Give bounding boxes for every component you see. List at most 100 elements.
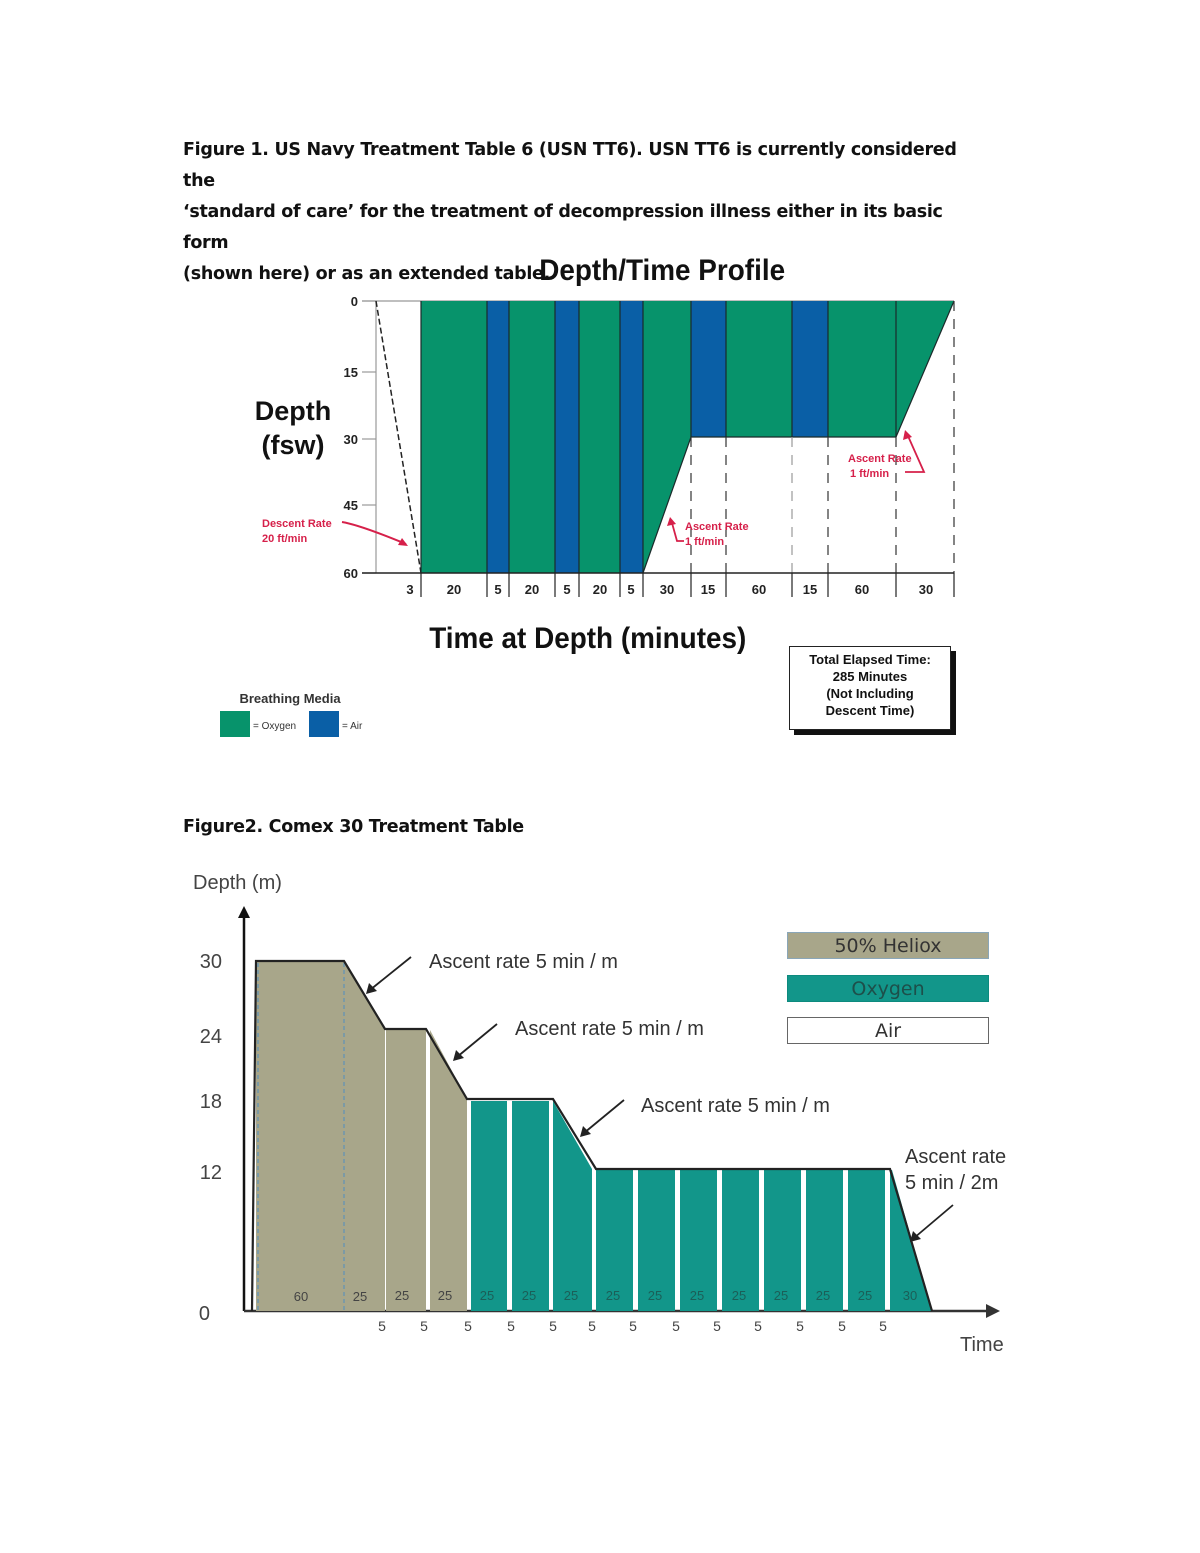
oxygen-segment <box>553 1101 592 1311</box>
oxygen-period <box>828 301 896 437</box>
air-break <box>620 301 643 573</box>
svg-text:25: 25 <box>438 1288 452 1303</box>
y-axis-arrow-icon <box>238 906 250 918</box>
svg-text:25: 25 <box>690 1288 704 1303</box>
svg-text:18: 18 <box>200 1091 222 1113</box>
svg-text:20: 20 <box>525 582 539 597</box>
svg-text:24: 24 <box>200 1026 222 1048</box>
total-elapsed-time-box: Total Elapsed Time: 285 Minutes (Not Inc… <box>789 646 951 730</box>
oxygen-period <box>579 301 620 573</box>
svg-text:0: 0 <box>199 1303 210 1325</box>
svg-text:25: 25 <box>353 1289 367 1304</box>
svg-text:60: 60 <box>294 1289 308 1304</box>
air-break <box>555 301 579 573</box>
oxygen-segment <box>848 1170 885 1311</box>
heliox-segment <box>256 961 385 1311</box>
svg-text:15: 15 <box>701 582 715 597</box>
legend-heliox: 50% Heliox <box>787 932 989 959</box>
svg-text:30: 30 <box>660 582 674 597</box>
oxygen-period <box>509 301 555 573</box>
ascent-arrow-icon <box>905 435 926 473</box>
svg-text:5: 5 <box>627 582 634 597</box>
svg-text:25: 25 <box>732 1288 746 1303</box>
svg-text:25: 25 <box>816 1288 830 1303</box>
figure2-ylabel: Depth (m) <box>193 872 282 894</box>
svg-text:5: 5 <box>507 1318 515 1334</box>
svg-text:Descent Rate: Descent Rate <box>262 518 332 530</box>
svg-text:0: 0 <box>351 294 358 309</box>
figure1-ylabel-unit: (fsw) <box>262 430 325 460</box>
oxygen-segment <box>596 1170 633 1311</box>
arrow-icon <box>580 1126 591 1137</box>
svg-text:25: 25 <box>648 1288 662 1303</box>
svg-text:5: 5 <box>838 1318 846 1334</box>
air-break <box>792 301 828 437</box>
elapsed-line: Total Elapsed Time: <box>809 652 931 667</box>
oxygen-segment <box>680 1170 717 1311</box>
elapsed-line: Descent Time) <box>825 703 915 718</box>
figure1-y-ticks: 0 15 30 45 60 <box>344 294 358 581</box>
svg-text:5: 5 <box>563 582 570 597</box>
svg-text:25: 25 <box>522 1288 536 1303</box>
svg-text:20: 20 <box>447 582 461 597</box>
air-break <box>487 301 509 573</box>
oxygen-period <box>726 301 792 437</box>
svg-text:15: 15 <box>344 365 358 380</box>
svg-text:5: 5 <box>494 582 501 597</box>
ascent-annotation-1: Ascent Rate 1 ft/min <box>685 521 749 548</box>
svg-text:25: 25 <box>858 1288 872 1303</box>
figure1-title: Depth/Time Profile <box>539 254 785 287</box>
svg-text:5: 5 <box>629 1318 637 1334</box>
ascent-annotation-2: Ascent Rate 1 ft/min <box>848 453 912 480</box>
svg-text:20: 20 <box>593 582 607 597</box>
svg-text:5: 5 <box>378 1318 386 1334</box>
oxygen-segment <box>512 1101 549 1311</box>
x-axis-arrow-icon <box>986 1304 1000 1318</box>
oxygen-segment <box>806 1170 843 1311</box>
svg-text:5: 5 <box>420 1318 428 1334</box>
svg-text:12: 12 <box>200 1162 222 1184</box>
svg-text:30: 30 <box>344 432 358 447</box>
svg-text:5: 5 <box>464 1318 472 1334</box>
svg-text:25: 25 <box>395 1288 409 1303</box>
svg-text:45: 45 <box>344 498 358 513</box>
figure1-xlabel: Time at Depth (minutes) <box>429 622 746 655</box>
svg-text:25: 25 <box>564 1288 578 1303</box>
svg-text:5: 5 <box>754 1318 762 1334</box>
depth-profile-line <box>250 959 934 1312</box>
figure2-annotation-1: Ascent rate 5 min / m <box>429 951 618 973</box>
legend-oxygen: Oxygen <box>787 975 989 1002</box>
svg-text:25: 25 <box>774 1288 788 1303</box>
svg-text:3: 3 <box>406 582 413 597</box>
svg-text:5: 5 <box>796 1318 804 1334</box>
oxygen-segment <box>638 1170 675 1311</box>
svg-text:5: 5 <box>879 1318 887 1334</box>
oxygen-segment <box>471 1101 507 1311</box>
figure2-chart: Depth (m) 30 24 18 12 0 60 25 25 25 25 2… <box>193 872 1006 1356</box>
legend-air: Air <box>787 1017 989 1044</box>
svg-text:30: 30 <box>200 951 222 973</box>
figure1-caption-line3: (shown here) or as an extended table. <box>183 264 550 284</box>
figure2-annotation-2: Ascent rate 5 min / m <box>515 1018 704 1040</box>
arrow-icon <box>910 1231 921 1242</box>
figure2-segment-labels: 60 25 25 25 25 25 25 25 25 25 25 25 25 2… <box>294 1288 917 1304</box>
air-break <box>691 301 726 437</box>
ascent-arrow-icon <box>671 522 684 542</box>
svg-text:25: 25 <box>606 1288 620 1303</box>
svg-text:20 ft/min: 20 ft/min <box>262 533 308 545</box>
figure1-ylabel-depth: Depth <box>255 396 332 426</box>
figure1-legend-title: Breathing Media <box>239 691 341 706</box>
legend-air-label: = Air <box>342 721 363 732</box>
figure2-annotation-4b: 5 min / 2m <box>905 1172 998 1194</box>
svg-text:1 ft/min: 1 ft/min <box>850 468 889 480</box>
figure1-caption: Figure 1. US Navy Treatment Table 6 (USN… <box>183 135 973 290</box>
elapsed-line: (Not Including <box>826 686 914 701</box>
legend-air-swatch <box>309 711 339 737</box>
descent-annotation: Descent Rate 20 ft/min <box>262 518 332 545</box>
arrow-icon <box>453 1050 464 1061</box>
svg-text:15: 15 <box>803 582 817 597</box>
oxygen-segment <box>722 1170 759 1311</box>
svg-text:30: 30 <box>903 1288 917 1303</box>
descent-line <box>375 300 422 574</box>
figure2-caption: Figure2. Comex 30 Treatment Table <box>183 817 524 837</box>
